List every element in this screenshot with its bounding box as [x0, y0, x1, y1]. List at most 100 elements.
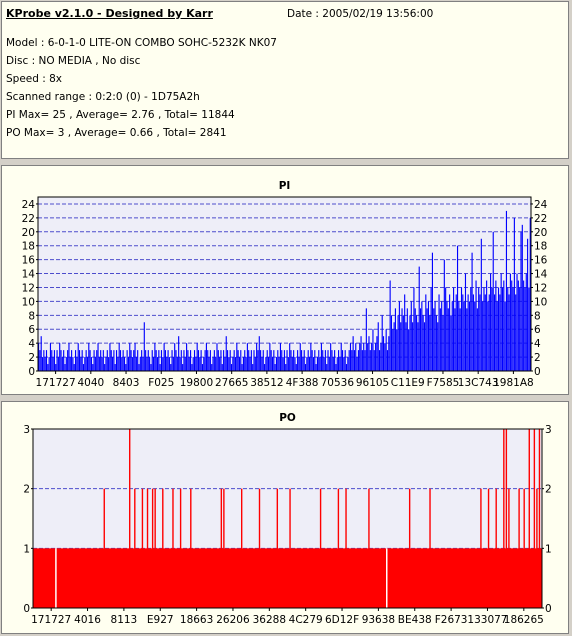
pi-bar — [499, 294, 501, 371]
pi-bar — [389, 280, 391, 371]
pi-bar — [419, 308, 422, 371]
pi-bar — [76, 357, 78, 371]
x-tick-label: F7585 — [427, 377, 460, 389]
y-tick-label-left: 20 — [22, 227, 35, 239]
pi-bar — [176, 357, 178, 371]
x-tick-label: 18663 — [180, 614, 213, 626]
pi-bar — [44, 357, 46, 371]
pi-bar — [462, 294, 464, 371]
pi-bar — [188, 357, 190, 371]
pi-bar — [208, 357, 210, 371]
pi-bar — [191, 364, 193, 371]
pi-bar — [82, 364, 85, 371]
pi-bar — [381, 315, 383, 371]
pi-bar — [371, 343, 373, 371]
y-tick-label-left: 8 — [28, 310, 35, 322]
pi-bar — [227, 350, 229, 371]
pi-bar — [373, 350, 375, 371]
pi-bar — [49, 343, 52, 371]
pi-bar — [265, 357, 267, 371]
y-tick-label-left: 10 — [22, 296, 35, 308]
pi-bar — [159, 364, 161, 371]
pi-bar — [199, 357, 201, 371]
x-tick-label: 6D12F — [325, 614, 359, 626]
pi-bar — [138, 364, 140, 371]
pi-bar — [126, 350, 128, 371]
pi-bar — [41, 357, 44, 371]
pi-bar — [267, 357, 270, 371]
pi-bar — [449, 294, 451, 371]
pi-bar — [504, 301, 506, 371]
pi-bar — [162, 357, 164, 371]
pi-bar — [131, 357, 133, 371]
pi-bar — [187, 350, 189, 371]
pi-bar — [438, 294, 440, 371]
pi-bar — [212, 357, 214, 371]
pi-bar — [422, 315, 424, 371]
pi-bar — [130, 350, 132, 371]
y-tick-label-left: 12 — [22, 282, 35, 294]
y-tick-label-right: 4 — [534, 338, 541, 350]
pi-bar — [409, 315, 411, 371]
pi-bar — [476, 308, 478, 371]
pi-bar — [515, 294, 517, 371]
pi-bar — [145, 350, 147, 371]
x-tick-label: 171727 — [36, 377, 76, 389]
pi-bar — [168, 357, 170, 371]
pi-bar — [480, 238, 482, 371]
pi-bar — [117, 357, 119, 371]
pi-bar — [482, 301, 484, 371]
pi-summary-line: PI Max= 25 , Average= 2.76 , Total= 1184… — [6, 109, 235, 121]
pi-bar — [470, 287, 472, 371]
pi-bar — [479, 294, 481, 371]
pi-bar — [119, 350, 122, 371]
pi-bar — [101, 357, 103, 371]
pi-bar — [348, 350, 350, 371]
pi-bar — [508, 294, 510, 371]
pi-bar — [365, 308, 367, 371]
pi-bar — [503, 280, 505, 371]
x-tick-label: 96105 — [356, 377, 389, 389]
pi-bar — [264, 364, 266, 371]
pi-bar — [330, 343, 332, 371]
app-title: KProbe v2.1.0 - Designed by Karr — [6, 7, 213, 20]
pi-bar — [189, 350, 192, 371]
pi-bar — [327, 350, 329, 371]
pi-bar — [250, 350, 252, 371]
pi-bar — [405, 322, 407, 371]
pi-bar — [483, 287, 485, 371]
y-tick-label-left: 1 — [23, 543, 30, 555]
pi-bar — [303, 350, 305, 371]
y-tick-label-right: 10 — [534, 296, 547, 308]
pi-bar — [290, 350, 292, 371]
pi-bar — [178, 336, 180, 371]
y-tick-label-right: 0 — [534, 366, 541, 378]
pi-bar — [167, 350, 169, 371]
pi-bar — [286, 350, 288, 371]
pi-bar — [170, 364, 172, 371]
pi-bar — [125, 364, 127, 371]
pi-bar — [496, 301, 498, 371]
x-tick-label: 8403 — [113, 377, 140, 389]
y-tick-label-left: 0 — [28, 366, 35, 378]
pi-bar — [151, 350, 153, 371]
pi-bar — [297, 350, 299, 371]
pi-bar — [205, 343, 207, 371]
pi-bar — [85, 350, 87, 371]
pi-bar — [434, 301, 436, 371]
pi-bar — [207, 350, 209, 371]
pi-bar — [414, 308, 416, 371]
pi-bar — [357, 350, 359, 371]
y-tick-label-left: 2 — [28, 352, 35, 364]
x-tick-label: 4C279 — [289, 614, 323, 626]
pi-bar — [475, 280, 477, 371]
pi-bar — [335, 364, 337, 371]
pi-bar — [61, 357, 63, 371]
pi-bar — [158, 350, 160, 371]
pi-bar — [316, 357, 319, 371]
pi-bar — [304, 364, 307, 371]
pi-bar — [71, 350, 73, 371]
y-tick-label-right: 1 — [545, 543, 552, 555]
x-tick-label: 133077 — [467, 614, 507, 626]
pi-bar — [209, 350, 211, 371]
